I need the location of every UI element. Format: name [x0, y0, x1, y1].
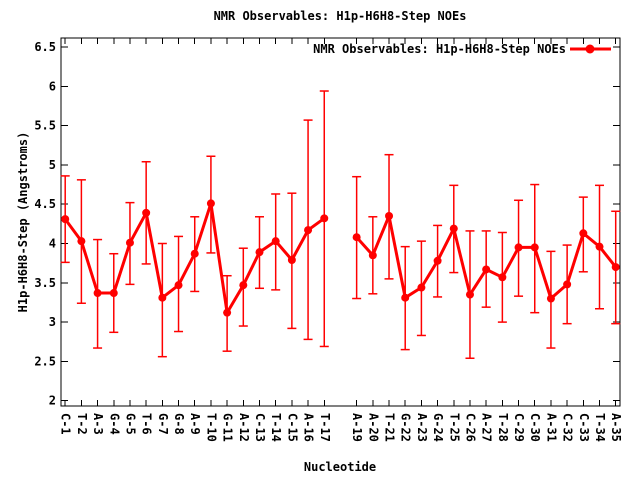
y-tick-labels: 2 2.5 3 3.5 4 4.5 5 5.5 6 6.5 — [34, 40, 56, 408]
data-point — [287, 256, 296, 265]
x-tick-label: T-21 — [383, 413, 397, 442]
data-point — [142, 208, 151, 217]
data-point — [223, 308, 232, 317]
data-points — [61, 199, 620, 317]
x-tick-label: C-29 — [512, 413, 526, 442]
y-tick-label: 4.5 — [34, 197, 56, 211]
plot-area: 22.533.544.555.566.5C-1 T-2 A-3 G-4 G-5 T-6 G-… — [34, 37, 624, 442]
x-tick-label: C-30 — [528, 413, 542, 442]
chart-title: NMR Observables: H1p-H6H8-Step NOEs — [214, 9, 467, 23]
data-point — [368, 251, 377, 260]
x-tick-label: C-33 — [577, 413, 591, 442]
data-point — [514, 243, 523, 252]
data-point — [611, 263, 620, 272]
y-tick-label: 6 — [49, 79, 56, 93]
x-tick-label: A-12 — [237, 413, 251, 442]
data-point — [255, 248, 264, 257]
data-point — [61, 215, 70, 224]
y-tick-label: 5.5 — [34, 119, 56, 133]
data-point — [401, 293, 410, 302]
x-tick-label: T-6 — [140, 413, 154, 435]
x-tick-label: G-5 — [123, 413, 137, 435]
x-tick-label: G-4 — [107, 413, 121, 435]
x-tick-label: G-7 — [156, 413, 170, 435]
data-point — [449, 224, 458, 233]
x-tick-label: T-25 — [447, 413, 461, 442]
x-tick-label: T-14 — [269, 413, 283, 442]
x-tick-label: T-17 — [318, 413, 332, 442]
y-axis-label: H1p-H6H8-Step (Angstroms) — [16, 132, 30, 313]
data-point — [190, 249, 199, 258]
x-tick-label: A-27 — [480, 413, 494, 442]
y-tick-label: 4 — [49, 237, 56, 251]
x-tick-label: A-19 — [350, 413, 364, 442]
data-point — [125, 238, 134, 247]
data-point — [158, 293, 167, 302]
data-point — [109, 289, 118, 298]
data-point — [546, 294, 555, 303]
y-tick-label: 3 — [49, 315, 56, 329]
x-tick-label: G-24 — [431, 413, 445, 442]
data-point — [417, 283, 426, 292]
x-tick-label: C-26 — [463, 413, 477, 442]
data-point — [482, 265, 491, 274]
data-point — [595, 242, 604, 251]
x-tick-label: A-31 — [544, 413, 558, 442]
legend-label: NMR Observables: H1p-H6H8-Step NOEs — [313, 42, 566, 56]
x-tick-label: G-8 — [172, 413, 186, 435]
x-axis-label: Nucleotide — [304, 460, 376, 474]
data-point — [433, 256, 442, 265]
legend-sample — [570, 44, 611, 54]
x-tick-label: C-15 — [285, 413, 299, 442]
legend-sample-marker — [585, 44, 595, 54]
data-point — [385, 211, 394, 220]
error-bars — [60, 90, 621, 360]
x-tick-label: A-16 — [302, 413, 316, 442]
x-tick-label: T-2 — [75, 413, 89, 435]
x-tick-label: T-34 — [593, 413, 607, 442]
x-tick-label: G-22 — [399, 413, 413, 442]
x-tick-labels: C-1 T-2 A-3 G-4 G-5 T-6 G-7 G-8 A-9 T-10 G-11 A-12 C… — [59, 413, 624, 442]
x-ticks — [64, 38, 617, 406]
data-point — [352, 233, 361, 242]
x-tick-label: A-9 — [188, 413, 202, 435]
plot-frame — [60, 37, 621, 407]
data-point — [206, 199, 215, 208]
data-point — [530, 243, 539, 252]
data-point — [271, 237, 280, 246]
x-tick-label: T-28 — [496, 413, 510, 442]
x-tick-label: C-32 — [561, 413, 575, 442]
data-point — [498, 273, 507, 282]
x-tick-label: A-23 — [415, 413, 429, 442]
x-tick-label: C-13 — [253, 413, 267, 442]
y-ticks — [61, 46, 620, 402]
y-tick-label: 2.5 — [34, 354, 56, 368]
data-point — [174, 281, 183, 290]
x-tick-label: C-1 — [59, 413, 73, 435]
x-tick-label: A-20 — [366, 413, 380, 442]
data-point — [579, 229, 588, 238]
y-tick-label: 3.5 — [34, 276, 56, 290]
data-point — [563, 280, 572, 289]
data-point — [304, 226, 313, 235]
x-tick-label: T-10 — [204, 413, 218, 442]
y-tick-label: 6.5 — [34, 40, 56, 54]
x-tick-label: A-3 — [91, 413, 105, 435]
data-point — [93, 289, 102, 298]
data-point — [320, 214, 329, 223]
y-tick-label: 2 — [49, 394, 56, 408]
x-tick-label: G-11 — [221, 413, 235, 442]
data-point — [239, 281, 248, 290]
data-point — [465, 290, 474, 299]
y-tick-label: 5 — [49, 158, 56, 172]
x-tick-label: A-35 — [609, 413, 623, 442]
data-point — [77, 237, 86, 246]
